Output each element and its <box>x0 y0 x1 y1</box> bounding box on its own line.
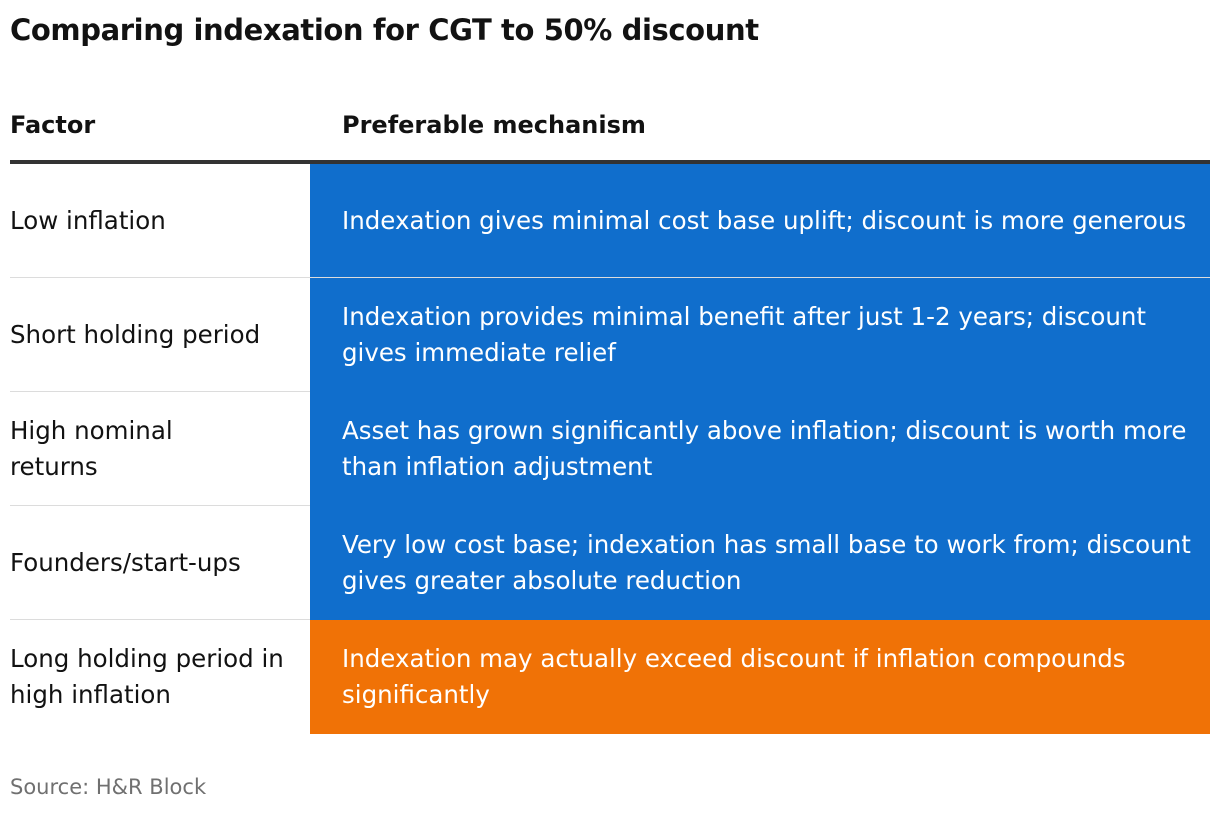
source-note: Source: H&R Block <box>10 775 207 799</box>
row-mechanism: Indexation gives minimal cost base uplif… <box>310 164 1210 277</box>
table-row: Founders/start-ups Very low cost base; i… <box>10 506 1210 620</box>
table-row: Long holding period in high inflation In… <box>10 620 1210 734</box>
row-factor: Founders/start-ups <box>10 547 241 577</box>
row-mechanism: Asset has grown significantly above infl… <box>310 392 1210 506</box>
row-mechanism: Very low cost base; indexation has small… <box>310 506 1210 620</box>
row-factor: High nominal returns <box>10 415 173 481</box>
row-factor: Long holding period in high inflation <box>10 644 284 709</box>
table-row: High nominal returns Asset has grown sig… <box>10 392 1210 506</box>
table-header: Factor Preferable mechanism <box>10 100 1210 164</box>
row-factor: Low inflation <box>10 205 166 235</box>
row-mechanism: Indexation provides minimal benefit afte… <box>310 278 1210 392</box>
row-factor: Short holding period <box>10 319 261 349</box>
header-mechanism: Preferable mechanism <box>342 111 646 139</box>
header-factor: Factor <box>10 111 96 139</box>
page-title: Comparing indexation for CGT to 50% disc… <box>10 13 759 47</box>
table-row: Low inflation Indexation gives minimal c… <box>10 164 1210 278</box>
table-row: Short holding period Indexation provides… <box>10 278 1210 392</box>
row-mechanism: Indexation may actually exceed discount … <box>310 620 1210 734</box>
comparison-table: Factor Preferable mechanism Low inflatio… <box>10 100 1210 734</box>
